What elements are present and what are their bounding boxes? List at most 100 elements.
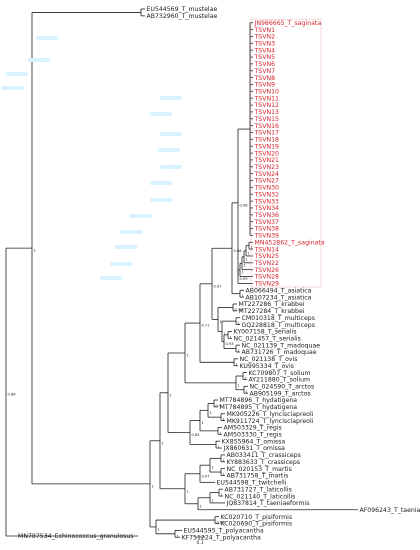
tip-label: JN986665_T_saginata <box>254 20 322 27</box>
tip-label: TSVN8 <box>254 75 276 82</box>
tip-label: NC_021139_T_madoquae <box>242 342 321 349</box>
support-value: 1 <box>242 294 244 298</box>
tip-label: AB731726_T_madoquae <box>242 349 317 356</box>
support-value: 1 <box>34 249 36 253</box>
tip-label: KY883633_T_crassiceps <box>227 459 300 466</box>
support-value: 1 <box>244 264 246 268</box>
tip-label: AB905199_T_arctos <box>250 390 311 397</box>
support-value: 1 <box>238 383 240 387</box>
tip-label: TSVN12 <box>254 102 280 109</box>
tip-label: TSVN20 <box>254 150 280 157</box>
watermark <box>2 36 182 280</box>
support-value: 0.85 <box>192 433 200 437</box>
support-value: 1 <box>245 377 247 381</box>
support-value: 0.86 <box>234 249 243 253</box>
tip-label: AM503330_T_regis <box>224 432 282 439</box>
outgroup-label: MN787534_Echinococcus_granulosus <box>18 533 134 540</box>
tip-label: MT227284_T_krabbei <box>239 308 305 315</box>
tip-label: TSVN37 <box>254 219 280 226</box>
tip-label: CM010318_T_multiceps <box>242 315 315 322</box>
tip-label: TSVN24 <box>254 171 280 178</box>
tip-label: TSVN29 <box>254 281 280 288</box>
support-value: 0.99 <box>240 277 249 281</box>
tip-label: KX855964_T_omissa <box>222 438 286 445</box>
tip-label: NC_021457_T_serialis <box>234 335 301 342</box>
tip-label: MK905226_T_lyncisciapreoli <box>227 411 314 418</box>
tip-label: TSVN34 <box>254 205 280 212</box>
tip-label: TSVN11 <box>254 95 280 102</box>
tip-label: NC_021138_T_ovis <box>240 356 298 363</box>
outgroup: MN787534_Echinococcus_granulosus <box>18 533 134 540</box>
support-value: 1 <box>177 534 179 538</box>
watermark-mark <box>160 96 182 100</box>
tip-label: TSVN32 <box>254 191 280 198</box>
support-value: 1 <box>158 527 160 531</box>
tip-label: KC020690_T_pisiformis <box>221 521 293 528</box>
tip-label: NC_021140_T_laticollis <box>225 493 296 500</box>
tip-label: AB731758_T_martis <box>227 473 289 480</box>
support-value: 0.93 <box>226 342 234 346</box>
tip-label: TSVN30 <box>254 185 280 192</box>
support-value: 1 <box>224 332 226 336</box>
tip-label: TSVN1 <box>254 27 276 34</box>
watermark-mark <box>100 276 122 280</box>
support-value: 0.97 <box>214 284 222 288</box>
tip-label: EU544595_T_polyacantha <box>184 528 264 535</box>
support-value: 1 <box>162 441 164 445</box>
support-value: 0.86 <box>217 521 226 525</box>
support-value: 1 <box>242 270 244 274</box>
support-value: 0.9 <box>216 404 222 408</box>
tip-label: TSVN25 <box>254 253 280 260</box>
tip-label: MT227286_T_krabbei <box>239 301 305 308</box>
support-value: 1 <box>187 353 189 357</box>
support-value: 1 <box>170 393 172 397</box>
tip-label: JQ837814_T_taeniaeformis <box>226 500 310 507</box>
support-value: 1 <box>187 489 189 493</box>
tip-label: TSVN15 <box>254 116 280 123</box>
tip-label: TSVN16 <box>254 123 280 130</box>
support-value: 1 <box>246 257 248 261</box>
tip-label: AB731727_T_laticollis <box>225 486 292 493</box>
tip-label: TSVN33 <box>254 198 280 205</box>
watermark-mark <box>150 181 172 185</box>
tip-label: AB732960_T_mustelae <box>147 13 218 20</box>
tip-label: TSVN5 <box>254 54 276 61</box>
tip-label: AB066494_T_asiatica <box>246 287 312 294</box>
support-value: 1 <box>223 459 225 463</box>
watermark-mark <box>115 245 137 249</box>
tip-label: TSVN19 <box>254 143 280 150</box>
support-values: 111110.9910.980.860.781110.93110.9710.71… <box>8 203 253 538</box>
tip-label: AB033411_T_crassiceps <box>227 452 301 459</box>
tree-branches <box>5 8 358 538</box>
watermark-mark <box>150 198 172 202</box>
tip-label: MN452862_T_saginata <box>255 239 325 246</box>
tip-label: NC_020153_T_martis <box>227 466 292 473</box>
tip-label: TSVN38 <box>254 226 280 233</box>
tip-label: TSVN14 <box>254 246 280 253</box>
tip-label: TSVN7 <box>254 68 276 75</box>
watermark-mark <box>158 148 180 152</box>
tip-label: TSVN28 <box>254 274 280 281</box>
tip-label: NC_024590_T_arctos <box>250 384 315 391</box>
support-value: 0.86 <box>8 393 17 397</box>
tip-label: TSVN18 <box>254 137 280 144</box>
tip-label: TSVN4 <box>254 47 276 54</box>
watermark-mark <box>36 36 58 40</box>
watermark-mark <box>160 165 182 169</box>
watermark-mark <box>130 214 152 218</box>
tip-label: TSVN27 <box>254 178 280 185</box>
support-value: 1 <box>200 504 202 508</box>
support-value: 1 <box>251 246 253 250</box>
watermark-mark <box>160 132 182 136</box>
tip-label: JX860631_T_omissa <box>223 445 286 452</box>
tip-label: MK911724_T_lyncisciapreoli <box>227 418 314 425</box>
tip-label: EU544598_T_twitchelli <box>217 480 287 487</box>
tip-label: TSVN9 <box>254 82 276 89</box>
support-value: 1 <box>246 390 248 394</box>
tip-label: AY211880_T_solium <box>249 377 311 384</box>
tip-label: TSVN2 <box>254 34 276 41</box>
watermark-mark <box>120 230 142 234</box>
scale-bar-label: 0.1 <box>197 540 204 546</box>
